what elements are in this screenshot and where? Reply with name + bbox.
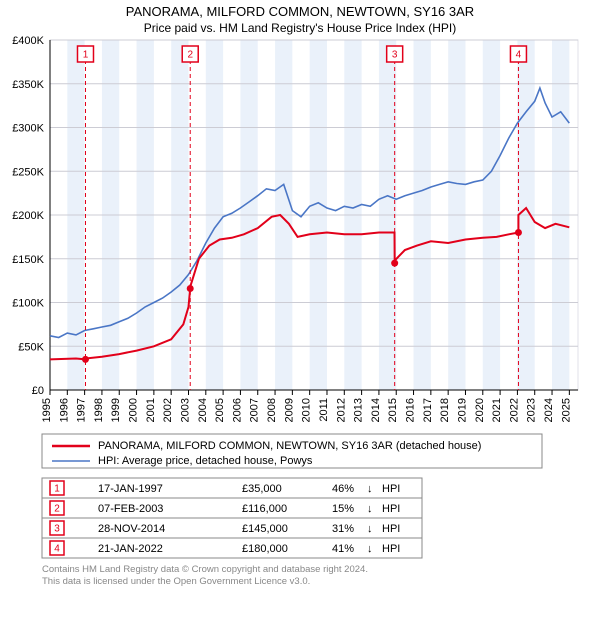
x-tick-label: 2024 xyxy=(543,398,555,422)
x-tick-label: 2025 xyxy=(560,398,572,422)
x-tick-label: 2005 xyxy=(214,398,226,422)
x-tick-label: 2002 xyxy=(162,398,174,422)
table-price: £35,000 xyxy=(242,483,282,495)
x-tick-label: 1999 xyxy=(110,398,122,422)
chart-title-1: PANORAMA, MILFORD COMMON, NEWTOWN, SY16 … xyxy=(126,4,474,19)
x-tick-label: 2004 xyxy=(197,398,209,422)
y-tick-label: £0 xyxy=(32,385,44,397)
table-hpi-label: HPI xyxy=(382,503,400,515)
x-tick-label: 1995 xyxy=(41,398,53,422)
table-marker-num: 4 xyxy=(54,544,60,555)
y-tick-label: £400K xyxy=(12,35,44,47)
marker-dot xyxy=(515,229,522,236)
x-tick-label: 2019 xyxy=(456,398,468,422)
table-marker-num: 3 xyxy=(54,524,60,535)
x-tick-label: 2015 xyxy=(387,398,399,422)
table-hpi-label: HPI xyxy=(382,543,400,555)
table-hpi-label: HPI xyxy=(382,523,400,535)
chart-svg: PANORAMA, MILFORD COMMON, NEWTOWN, SY16 … xyxy=(0,0,600,620)
table-price: £116,000 xyxy=(242,503,287,515)
table-arrow: ↓ xyxy=(367,483,373,495)
table-date: 07-FEB-2003 xyxy=(98,503,163,515)
x-tick-label: 2020 xyxy=(474,398,486,422)
x-tick-label: 2018 xyxy=(439,398,451,422)
y-tick-label: £50K xyxy=(18,341,44,353)
table-arrow: ↓ xyxy=(367,503,373,515)
table-marker-num: 2 xyxy=(54,504,60,515)
table-arrow: ↓ xyxy=(367,543,373,555)
x-tick-label: 2001 xyxy=(145,398,157,422)
x-tick-label: 2023 xyxy=(526,398,538,422)
y-tick-label: £150K xyxy=(12,254,44,266)
x-tick-label: 2008 xyxy=(266,398,278,422)
marker-number: 3 xyxy=(392,50,398,61)
marker-number: 2 xyxy=(187,50,193,61)
y-tick-label: £250K xyxy=(12,166,44,178)
y-tick-label: £200K xyxy=(12,210,44,222)
footer-line-1: Contains HM Land Registry data © Crown c… xyxy=(42,564,368,575)
x-tick-label: 2010 xyxy=(301,398,313,422)
x-tick-label: 1998 xyxy=(93,398,105,422)
legend-label: PANORAMA, MILFORD COMMON, NEWTOWN, SY16 … xyxy=(98,440,481,452)
marker-number: 1 xyxy=(83,50,89,61)
marker-dot xyxy=(391,260,398,267)
chart-container: PANORAMA, MILFORD COMMON, NEWTOWN, SY16 … xyxy=(0,0,600,620)
marker-number: 4 xyxy=(516,50,522,61)
table-pct: 31% xyxy=(332,523,354,535)
x-tick-label: 2006 xyxy=(231,398,243,422)
x-tick-label: 2013 xyxy=(353,398,365,422)
x-tick-label: 2007 xyxy=(249,398,261,422)
x-tick-label: 1997 xyxy=(76,398,88,422)
marker-dot xyxy=(187,285,194,292)
x-tick-label: 2011 xyxy=(318,398,330,422)
x-tick-label: 2017 xyxy=(422,398,434,422)
x-tick-label: 2022 xyxy=(508,398,520,422)
table-price: £145,000 xyxy=(242,523,288,535)
legend-label: HPI: Average price, detached house, Powy… xyxy=(98,455,313,467)
table-pct: 41% xyxy=(332,543,354,555)
y-tick-label: £300K xyxy=(12,123,44,135)
y-tick-label: £350K xyxy=(12,79,44,91)
table-date: 17-JAN-1997 xyxy=(98,483,163,495)
table-arrow: ↓ xyxy=(367,523,373,535)
y-tick-label: £100K xyxy=(12,298,44,310)
table-date: 21-JAN-2022 xyxy=(98,543,163,555)
table-pct: 46% xyxy=(332,483,354,495)
x-tick-label: 2021 xyxy=(491,398,503,422)
table-hpi-label: HPI xyxy=(382,483,400,495)
x-tick-label: 2012 xyxy=(335,398,347,422)
chart-title-2: Price paid vs. HM Land Registry's House … xyxy=(144,21,456,35)
x-tick-label: 2016 xyxy=(405,398,417,422)
table-price: £180,000 xyxy=(242,543,288,555)
x-tick-label: 2000 xyxy=(128,398,140,422)
x-tick-label: 1996 xyxy=(58,398,70,422)
x-tick-label: 2009 xyxy=(283,398,295,422)
table-marker-num: 1 xyxy=(54,484,60,495)
x-tick-label: 2003 xyxy=(179,398,191,422)
table-date: 28-NOV-2014 xyxy=(98,523,165,535)
x-tick-label: 2014 xyxy=(370,398,382,422)
footer-line-2: This data is licensed under the Open Gov… xyxy=(42,576,310,587)
marker-dot xyxy=(82,356,89,363)
table-pct: 15% xyxy=(332,503,354,515)
